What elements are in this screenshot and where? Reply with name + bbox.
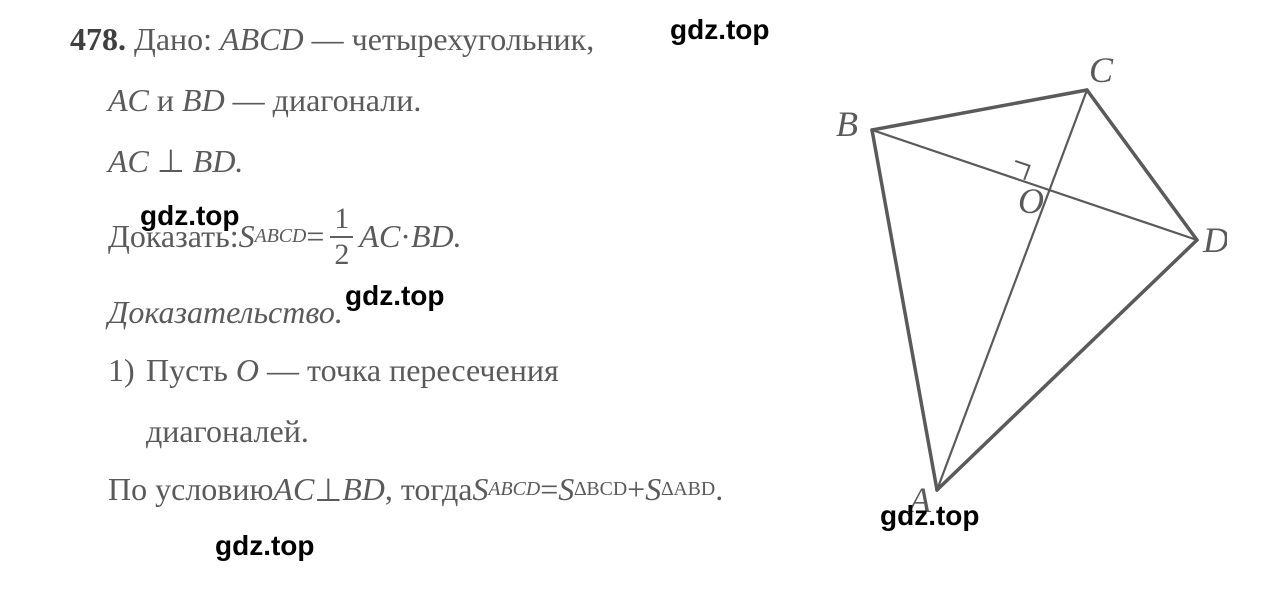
step-1-cont: диагоналей. [146, 413, 309, 449]
ac-2: AC [108, 143, 149, 179]
last-bd: BD [342, 471, 385, 508]
eq-2: = [540, 471, 558, 508]
watermark-1: gdz.top [670, 14, 770, 46]
sub-abcd-1: ABCD [255, 225, 307, 248]
svg-text:C: C [1089, 50, 1114, 90]
geometry-diagram: ABCDO [787, 45, 1227, 515]
S-4: S [645, 471, 661, 508]
problem-number: 478. [70, 21, 126, 57]
S-2: S [472, 471, 488, 508]
svg-text:O: O [1018, 181, 1044, 221]
sub-abd: ∆ABD [661, 478, 715, 501]
bd-1: BD [182, 82, 225, 118]
abcd-text: ABCD [220, 21, 304, 57]
last-e: , тогда [385, 471, 473, 508]
period: . [715, 471, 723, 508]
AC-formula: AC [359, 218, 400, 255]
given-label: Дано: [134, 21, 220, 57]
eq-1: = [306, 218, 324, 255]
sub-abcd-2: ABCD [488, 478, 540, 501]
dot-1: · [400, 218, 411, 255]
watermark-3: gdz.top [345, 280, 445, 312]
BD-formula: BD. [411, 218, 462, 255]
bd-2: BD. [193, 143, 244, 179]
S-3: S [558, 471, 574, 508]
step-1-num: 1) [108, 349, 146, 392]
quad-text: — четырехугольник, [304, 21, 595, 57]
svg-text:B: B [836, 104, 858, 144]
S-1: S [239, 218, 255, 255]
fraction-half: 1 2 [330, 202, 353, 272]
plus: + [627, 471, 645, 508]
ac-1: AC [108, 82, 149, 118]
and-text: и [149, 82, 182, 118]
sub-bcd: ∆BCD [574, 478, 627, 501]
watermark-2: gdz.top [140, 200, 240, 232]
perp-1: ⊥ [149, 143, 193, 179]
formula-main: SABCD = 1 2 AC · BD. [239, 202, 462, 272]
frac-num: 1 [330, 202, 353, 236]
diag-text: — диагонали. [225, 82, 422, 118]
last-a: По условию [108, 471, 273, 508]
O-text: O [236, 352, 259, 388]
frac-den: 2 [330, 236, 353, 272]
step-1a: Пусть [146, 352, 236, 388]
watermark-5: gdz.top [215, 530, 315, 562]
watermark-4: gdz.top [880, 500, 980, 532]
step-1c: — точка пересечения [259, 352, 559, 388]
last-ac: AC [273, 471, 314, 508]
perp-2: ⊥ [314, 471, 342, 509]
svg-text:D: D [1202, 220, 1227, 260]
